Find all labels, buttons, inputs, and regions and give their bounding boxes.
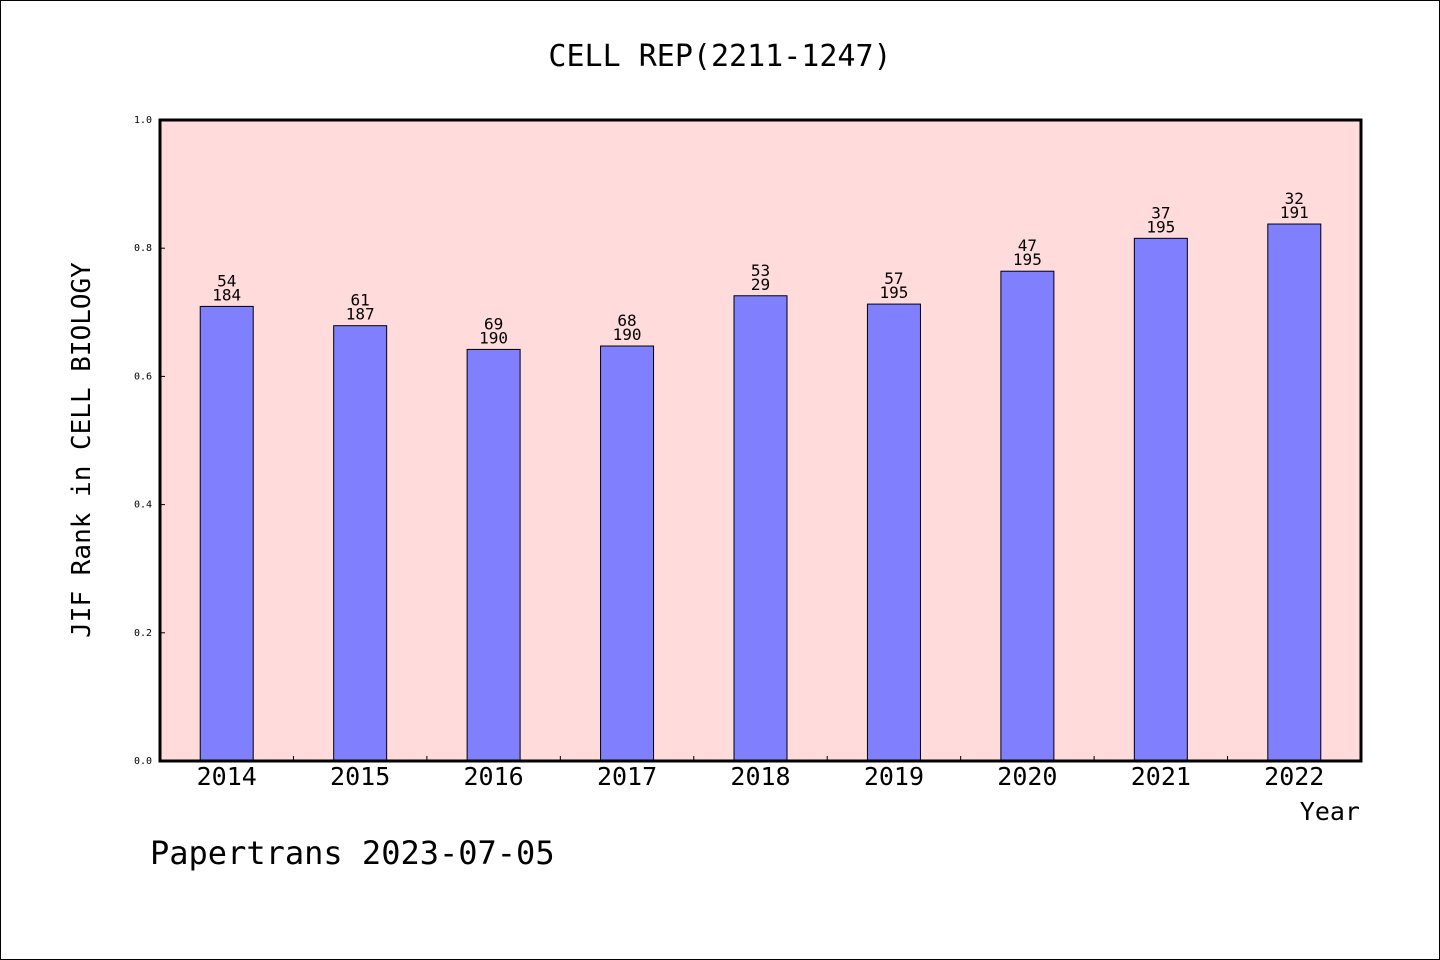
bar-label-total: 195: [1146, 217, 1175, 236]
x-tick-label: 2020: [997, 762, 1057, 791]
x-tick-label: 2022: [1264, 762, 1324, 791]
bar-2022: [1267, 223, 1322, 762]
bar-2019: [866, 303, 921, 762]
bar-2016: [466, 348, 521, 762]
x-tick-label: 2014: [197, 762, 257, 791]
chart-title: CELL REP(2211-1247): [548, 39, 891, 74]
bar-2015: [333, 325, 388, 762]
bar-label-rank: 61: [351, 291, 370, 310]
y-axis-label: JIF Rank in CELL BIOLOGY: [67, 262, 97, 638]
x-tick-label: 2018: [730, 762, 790, 791]
bar-label-total: 29: [751, 275, 770, 294]
bar-2021: [1133, 237, 1188, 762]
bar-2018: [733, 295, 788, 762]
x-tick-label: 2021: [1131, 762, 1191, 791]
bar-2017: [600, 345, 655, 762]
x-tick-label: 2015: [330, 762, 390, 791]
x-tick-label: 2016: [464, 762, 524, 791]
bar-label-rank: 57: [884, 269, 903, 288]
y-tick-label: 0.2: [134, 628, 152, 639]
bar-label-rank: 54: [217, 271, 236, 290]
bar-label-total: 190: [479, 328, 508, 347]
bar-label-total: 195: [879, 283, 908, 302]
bar-label-rank: 32: [1285, 189, 1304, 208]
bar-label-total: 191: [1280, 203, 1309, 222]
footer-credit: Papertrans 2023-07-05: [150, 834, 555, 872]
bar-2014: [199, 305, 254, 762]
bar-label-rank: 69: [484, 314, 503, 333]
bar-label-rank: 37: [1151, 203, 1170, 222]
y-tick-label: 0.6: [134, 371, 152, 382]
x-axis-label: Year: [1300, 797, 1360, 826]
bar-label-total: 190: [613, 325, 642, 344]
bar-2020: [1000, 270, 1055, 762]
bar-label-total: 195: [1013, 250, 1042, 269]
bar-label-rank: 68: [617, 311, 636, 330]
y-tick-label: 0.4: [134, 500, 152, 511]
plot-border: [158, 118, 1363, 763]
x-tick-label: 2019: [864, 762, 924, 791]
bar-label-total: 187: [346, 305, 375, 324]
bar-label-rank: 53: [751, 261, 770, 280]
y-tick-label: 0.0: [134, 756, 152, 767]
bar-label-rank: 47: [1018, 236, 1037, 255]
y-tick-label: 0.8: [134, 243, 152, 254]
x-tick-label: 2017: [597, 762, 657, 791]
bar-label-total: 184: [212, 285, 241, 304]
y-tick-label: 1.0: [134, 115, 152, 126]
